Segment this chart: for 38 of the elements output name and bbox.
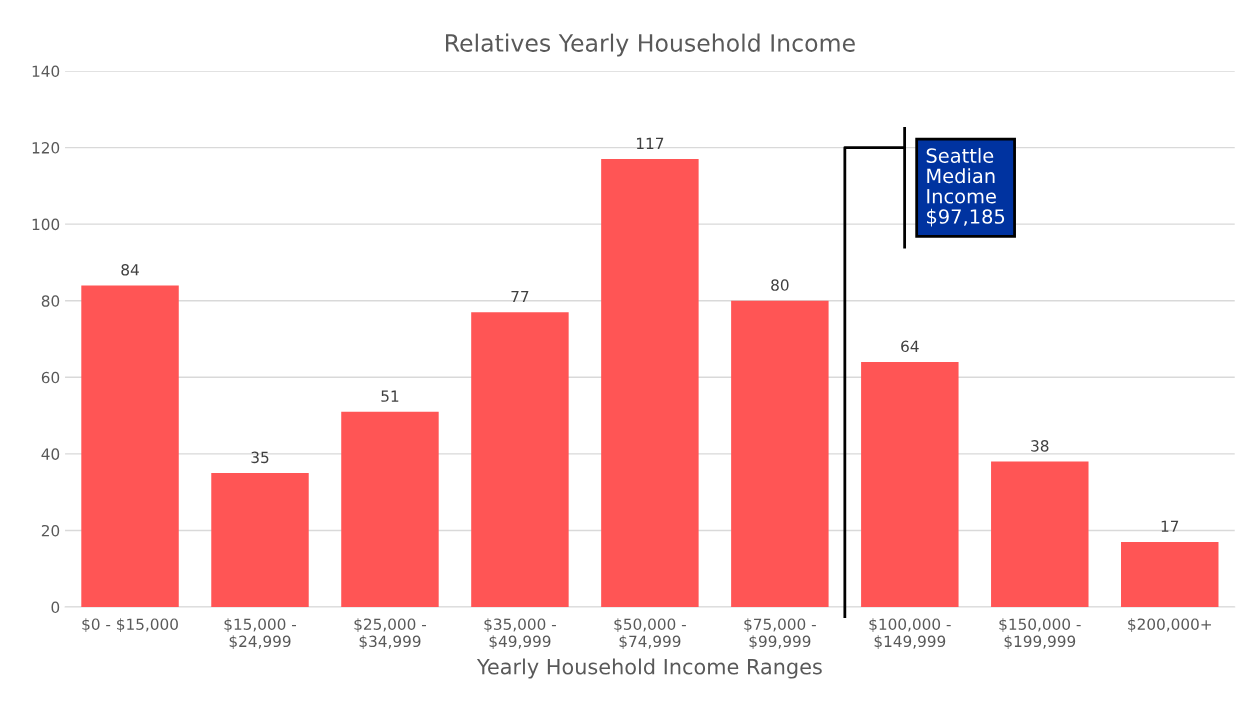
chart-title: Relatives Yearly Household Income <box>446 33 855 57</box>
bar <box>341 411 439 608</box>
bar <box>731 300 829 608</box>
y-tick-label: 20 <box>41 524 60 537</box>
x-tick-label: $75,000 - $99,999 <box>744 618 816 650</box>
y-tick-label: 40 <box>41 448 60 460</box>
x-tick-label: $100,000 - $149,999 <box>869 618 951 650</box>
x-tick-label: $50,000 - $74,999 <box>614 618 686 650</box>
data-label: 80 <box>771 279 789 291</box>
data-label: 64 <box>901 340 919 353</box>
x-tick-label: $150,000 - $199,999 <box>999 618 1081 650</box>
data-label: 117 <box>636 137 664 149</box>
bar <box>211 473 309 608</box>
y-tick-label: 0 <box>51 601 60 614</box>
bar <box>861 362 959 608</box>
bar <box>81 285 179 608</box>
data-label: 35 <box>251 451 269 464</box>
bar <box>601 159 699 608</box>
y-tick-label: 80 <box>41 295 60 307</box>
y-tick-label: 140 <box>32 65 60 78</box>
x-tick-label: $0 - $15,000 <box>82 618 178 633</box>
y-tick-label: 60 <box>41 371 60 384</box>
data-label: 38 <box>1031 440 1049 452</box>
x-tick-label: $200,000+ <box>1128 618 1211 633</box>
y-tick-label: 120 <box>32 142 60 154</box>
y-tick-label: 100 <box>32 218 60 231</box>
data-label: 77 <box>511 290 529 303</box>
data-label: 51 <box>381 390 399 402</box>
bar <box>471 312 569 608</box>
x-tick-label: $25,000 - $34,999 <box>354 618 426 650</box>
data-label: 84 <box>121 263 139 276</box>
x-tick-label: $15,000 - $24,999 <box>224 618 297 650</box>
bar <box>991 461 1089 608</box>
bar <box>1121 541 1219 608</box>
x-tick-label: $35,000 - $49,999 <box>484 618 556 650</box>
x-axis-title: Yearly Household Income Ranges <box>476 658 822 679</box>
annotation: Seattle Median Income $97,185 <box>926 147 1005 227</box>
data-label: 17 <box>1161 520 1179 532</box>
